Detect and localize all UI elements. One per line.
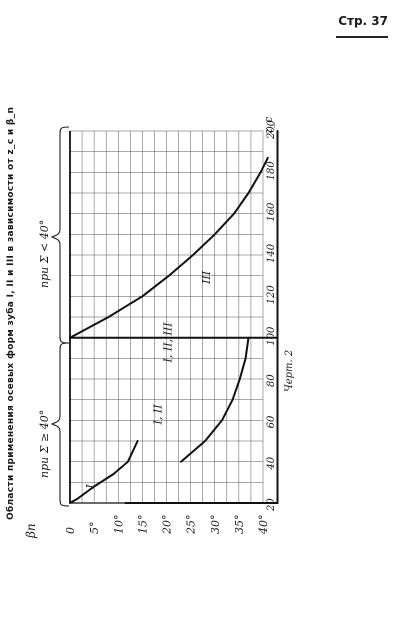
- beta-tick-label: 40°: [257, 515, 270, 536]
- beta-tick-label: 10°: [112, 515, 125, 535]
- z-tick-label: 160: [266, 202, 277, 222]
- region-label-iii: III: [200, 270, 213, 285]
- region-label-i-ii-iii: I, II, III: [161, 322, 174, 364]
- chart-grid: [69, 130, 264, 504]
- z-tick-label: 120: [266, 285, 277, 305]
- condition-right-label: при Σ < 40°: [38, 220, 51, 288]
- z-tick-label: 60: [266, 415, 277, 428]
- beta-tick-label: 25°: [185, 515, 198, 536]
- chart-curves: [69, 130, 279, 504]
- z-tick-label: 100: [266, 326, 277, 346]
- z-tick-label: 180: [266, 161, 277, 181]
- condition-left-label: при Σ ≥ 40°: [38, 410, 51, 478]
- page-number: Стр. 37: [338, 14, 388, 28]
- brace-right: [50, 342, 70, 507]
- boundary-form-i-ii: [180, 336, 250, 463]
- region-label-i: I: [84, 484, 97, 490]
- beta-tick-label: 20°: [161, 515, 174, 536]
- boundary-form-iii: [69, 156, 269, 339]
- z-axis-ticks: 20 40 60 80 100 120 140 160 180 200: [266, 119, 277, 512]
- beta-axis-label: βn: [24, 523, 38, 539]
- brace-left: [50, 126, 70, 344]
- z-tick-label: 200: [266, 119, 277, 140]
- z-axis-label: z_c: [262, 117, 275, 135]
- z-tick-label: 40: [266, 456, 277, 470]
- region-labels: I I, II I, II, III III: [84, 270, 213, 489]
- beta-tick-label: 35°: [233, 515, 246, 535]
- beta-tick-label: 15°: [136, 515, 149, 535]
- z-tick-label: 20: [266, 498, 277, 512]
- page-rule: [336, 36, 388, 38]
- beta-tick-label: 30°: [209, 515, 222, 535]
- beta-axis-ticks: 40° 35° 30° 25° 20° 15° 10° 5° 0: [64, 515, 270, 536]
- boundary-form-i: [69, 440, 139, 504]
- region-label-i-ii: I, II: [152, 404, 165, 426]
- z-tick-label: 80: [266, 374, 277, 387]
- beta-tick-label: 0: [64, 527, 77, 534]
- beta-tick-label: 5°: [88, 522, 101, 535]
- z-tick-label: 140: [266, 243, 277, 263]
